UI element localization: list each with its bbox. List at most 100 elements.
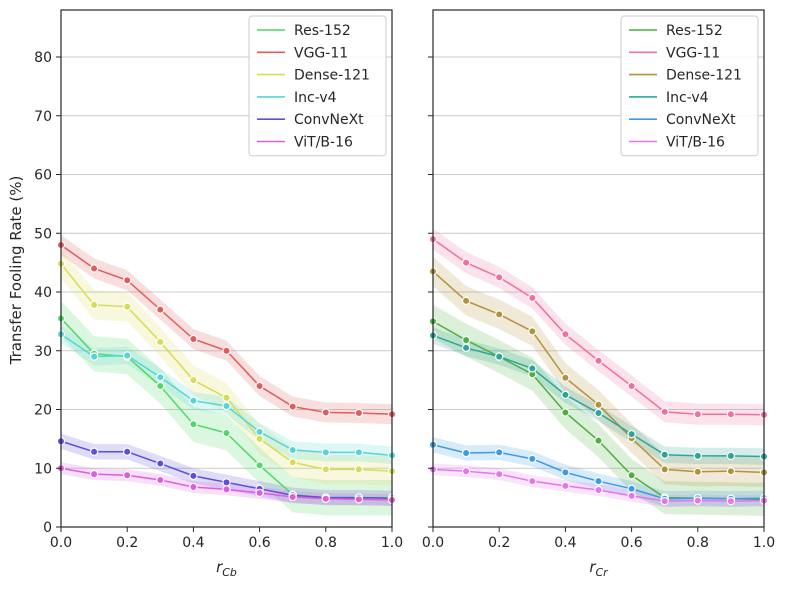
data-point — [189, 482, 198, 492]
confidence-band-Res-152 — [61, 300, 392, 516]
data-point — [660, 450, 669, 459]
data-point — [255, 381, 264, 391]
data-point — [89, 300, 99, 310]
data-point — [461, 258, 471, 267]
data-point — [660, 407, 669, 417]
data-point — [495, 469, 504, 479]
data-point — [561, 373, 570, 382]
data-point — [288, 445, 297, 455]
y-tick-label: 40 — [34, 285, 52, 301]
y-tick-label: 80 — [34, 50, 52, 66]
data-point — [255, 427, 264, 437]
confidence-band-Res-152 — [433, 304, 764, 516]
data-point — [693, 467, 703, 476]
confidence-band-Inc-v4 — [433, 327, 764, 465]
data-point — [222, 478, 231, 487]
confidence-band-VGG-11 — [61, 235, 392, 425]
data-point — [693, 451, 703, 461]
data-point — [693, 496, 703, 505]
data-point — [288, 458, 297, 467]
legend-label: Res-152 — [666, 23, 723, 39]
legend-label: Res-152 — [294, 23, 351, 39]
x-tick-label: 0.6 — [620, 535, 642, 551]
data-point — [255, 434, 264, 444]
data-point — [122, 351, 132, 360]
x-axis-label: rCb — [216, 558, 237, 579]
data-point — [726, 451, 736, 461]
data-point — [461, 343, 471, 353]
confidence-band-ConvNeXt — [61, 433, 392, 506]
panel-1: 0.0 0.2 0.4 0.6 0.8 1.0 0 10 20 30 40 50 60 70 80 rCb Re… — [34, 9, 403, 579]
data-point — [594, 356, 603, 365]
data-point — [189, 334, 198, 344]
data-point — [726, 496, 736, 506]
x-tick-label: 0.8 — [315, 535, 337, 551]
y-tick-label: 30 — [34, 344, 52, 360]
data-point — [627, 429, 636, 439]
data-point — [156, 475, 165, 485]
data-point — [461, 296, 471, 306]
confidence-band-ConvNeXt — [433, 437, 764, 507]
legend: Res-152 VGG-11 Dense-121 Inc-v4 ConvNeXt ViT/… — [248, 15, 387, 157]
data-point — [561, 468, 570, 477]
legend-box — [248, 15, 387, 157]
legend-label: ConvNeXt — [666, 112, 736, 128]
data-point — [594, 400, 603, 409]
legend-label: VGG-11 — [294, 45, 348, 61]
data-point — [156, 337, 165, 347]
x-axis-label-main: r — [216, 558, 223, 576]
data-point — [528, 476, 537, 486]
x-tick-label: 0.0 — [50, 535, 72, 551]
x-tick-label: 0.8 — [687, 535, 709, 551]
x-axis-label-subscript: Cb — [222, 566, 237, 579]
x-tick-label: 0.6 — [248, 535, 270, 551]
data-point — [495, 273, 504, 282]
data-point — [222, 393, 231, 402]
data-point — [156, 305, 165, 314]
data-point — [627, 471, 636, 480]
data-point — [495, 310, 504, 319]
confidence-band-Dense-121 — [433, 256, 764, 488]
data-point — [222, 428, 231, 438]
x-axis-label-subscript: Cr — [595, 566, 609, 579]
data-point — [528, 293, 537, 303]
x-tick-label: 0.2 — [488, 535, 510, 551]
data-point — [189, 419, 198, 429]
data-point — [156, 459, 165, 468]
data-point — [222, 485, 231, 494]
x-axis-label: rCr — [589, 558, 609, 579]
data-point — [354, 465, 364, 474]
legend-label: Dense-121 — [294, 68, 370, 84]
axes-frame — [60, 9, 393, 528]
data-point — [321, 448, 330, 457]
x-tick-label: 0.2 — [116, 535, 138, 551]
data-point — [495, 448, 504, 457]
legend-label: Inc-v4 — [294, 90, 337, 106]
x-tick-label: 0.4 — [182, 535, 204, 551]
x-tick-label: 1.0 — [753, 535, 775, 551]
data-point — [122, 447, 132, 456]
legend-label: Inc-v4 — [666, 90, 709, 106]
data-point — [122, 471, 132, 480]
data-point — [461, 448, 471, 458]
y-tick-label: 50 — [34, 226, 52, 242]
data-point — [255, 461, 264, 470]
data-point — [561, 330, 570, 339]
data-point — [627, 484, 636, 494]
legend-label: VGG-11 — [666, 45, 720, 61]
legend-label: ViT/B-16 — [294, 135, 353, 151]
y-axis-label: Transfer Fooling Rate (%) — [7, 176, 25, 366]
data-point — [354, 408, 364, 418]
data-point — [627, 381, 636, 391]
data-point — [222, 401, 231, 411]
axes-frame — [432, 9, 765, 528]
data-point — [528, 364, 537, 373]
data-point — [693, 410, 703, 419]
data-point — [354, 495, 364, 504]
x-tick-label: 0.4 — [554, 535, 576, 551]
data-point — [561, 481, 570, 491]
data-point — [660, 496, 669, 506]
data-point — [222, 346, 231, 355]
data-point — [594, 436, 603, 445]
